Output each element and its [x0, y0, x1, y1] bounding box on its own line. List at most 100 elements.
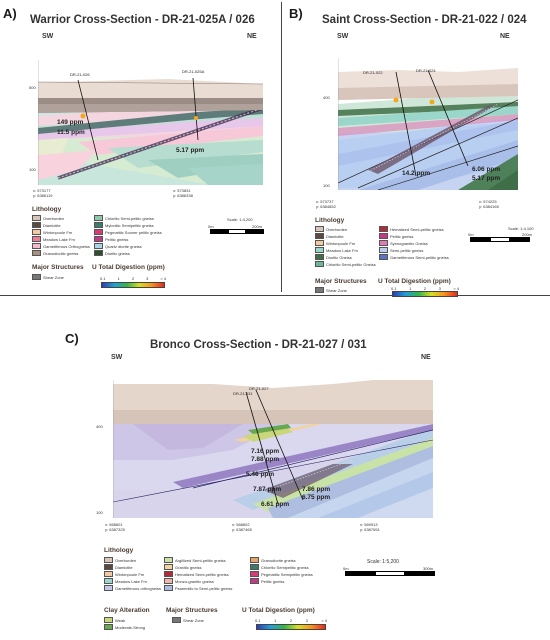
panel-b-coord-2x: x: 574225 — [479, 199, 497, 204]
panel-a-hole-2: DR-21-025A — [182, 69, 205, 74]
panel-a-depth-bottom: 100 — [29, 167, 36, 172]
legend-item: Diamictite — [315, 233, 379, 239]
panel-b-ne: NE — [500, 33, 510, 40]
panel-a-scale-start: 0m — [208, 224, 214, 229]
panel-b-label: B) — [289, 6, 303, 21]
legend-item: Monzo-granitic gneiss — [164, 578, 250, 584]
legend-swatch — [104, 557, 113, 563]
legend-item: Garnetiferous Semi-pelitic gneiss — [379, 254, 463, 260]
panel-a-value-1: 149 ppm — [57, 119, 84, 126]
legend-item: Overburden — [104, 557, 164, 563]
panel-a-value-2: 11.5 ppm — [57, 129, 85, 136]
legend-item: Meadow Lake Fm — [104, 578, 164, 584]
legend-item: Quartz diorite gneiss — [94, 243, 166, 249]
panel-c-structures-title: Major Structures — [166, 607, 218, 614]
panel-b-digestion-title: U Total Digestion (ppm) — [378, 278, 451, 285]
legend-swatch — [315, 226, 324, 232]
legend-swatch — [164, 564, 173, 570]
legend-swatch — [164, 578, 173, 584]
legend-item: Dioritic gneiss — [94, 250, 166, 256]
shear-swatch — [32, 274, 41, 280]
panel-c-hole-2: DR-21-027 — [249, 386, 269, 391]
panel-c-hole-1: DR-21-031 — [233, 391, 253, 396]
shear-swatch — [172, 617, 181, 623]
panel-c-value-4: 7.87 ppm — [253, 486, 282, 493]
panel-a-coord-1x: x: 573177 — [33, 188, 51, 193]
legend-item: Wintonpoule Fm — [315, 240, 379, 246]
panel-a-coord-2y: y: 6386338 — [173, 193, 193, 198]
legend-item: Garnetiferous Orthogneiss — [32, 243, 94, 249]
panel-b-shear-zone: Shear Zone — [315, 287, 347, 293]
panel-b-ramp-ticks: 0.1 1 2 3 > 4 — [391, 286, 459, 291]
panel-c-color-ramp — [256, 624, 326, 630]
panel-c-coord-2x: x: 568602 — [232, 522, 250, 527]
legend-item: Overburden — [315, 226, 379, 232]
panel-b-lithology-title: Lithology — [315, 217, 345, 224]
legend-item: Pelitic gneiss — [94, 236, 166, 242]
legend-swatch — [104, 564, 113, 570]
panel-c-ramp-ticks: 0.1 1 2 3 > 4 — [255, 618, 327, 623]
legend-item: Pelitic gneiss — [379, 233, 463, 239]
legend-item: Wintonpoule Fm — [104, 571, 164, 577]
panel-b-structures-title: Major Structures — [315, 278, 367, 285]
legend-swatch — [94, 215, 103, 221]
legend-item: Argillized Semi-pelitic gneiss — [164, 557, 250, 563]
panel-a-structures-title: Major Structures — [32, 264, 84, 271]
legend-swatch — [250, 578, 259, 584]
panel-c-ne: NE — [421, 354, 431, 361]
legend-item: Granitic gneiss — [164, 564, 250, 570]
panel-a-color-ramp — [101, 282, 165, 288]
legend-swatch — [32, 215, 41, 221]
panel-b-coord-1x: x: 573737 — [316, 199, 334, 204]
panel-a-hole-1: DR-21-026 — [70, 72, 90, 77]
legend-swatch — [379, 247, 388, 253]
legend-swatch — [379, 233, 388, 239]
shear-swatch — [315, 287, 324, 293]
legend-swatch — [250, 557, 259, 563]
legend-item: Overburden — [32, 215, 94, 221]
legend-item: Granodioritic gneiss — [32, 250, 94, 256]
panel-c-clay-title: Clay Alteration — [104, 607, 150, 614]
panel-a-depth-top: 500 — [29, 85, 36, 90]
legend-swatch — [315, 261, 324, 267]
legend-item: Hematized Semi-pelitic gneiss — [164, 571, 250, 577]
legend-swatch — [315, 240, 324, 246]
legend-swatch — [94, 222, 103, 228]
divider-horizontal — [0, 295, 550, 296]
legend-swatch — [315, 254, 324, 260]
panel-c-value-1: 7.16 ppm — [251, 448, 280, 455]
legend-item: Chloritic Semipelitic gneiss — [250, 564, 334, 570]
legend-item: Meadow Lake Fm — [32, 236, 94, 242]
panel-b-legend-items: Overburden Hematized Semi-pelitic gneiss… — [315, 226, 465, 267]
panel-b-scale-bar — [470, 237, 530, 242]
panel-c-legend-items: Overburden Argillized Semi-pelitic gneis… — [104, 557, 336, 591]
legend-item: Mylonitic Semipelitic gneiss — [94, 222, 166, 228]
panel-c-coord-1y: y: 6387325 — [105, 527, 125, 532]
legend-item: Pegmatitic Sooner pelitic gneiss — [94, 229, 166, 235]
panel-a-ramp-ticks: 0.1 1 2 3 > 4 — [100, 276, 166, 281]
panel-b-value-3: 5.17 ppm — [472, 175, 501, 182]
panel-a-scale-text: Scale: 1:4,200 — [227, 217, 253, 222]
legend-swatch — [379, 226, 388, 232]
panel-a-coord-2x: x: 573831 — [173, 188, 191, 193]
legend-swatch — [94, 243, 103, 249]
panel-c-section — [113, 380, 433, 518]
panel-a-shear-zone: Shear Zone — [32, 274, 64, 280]
panel-c-clay-weak: Weak — [104, 617, 125, 623]
panel-a-value-3: 5.17 ppm — [176, 147, 205, 154]
legend-swatch — [315, 233, 324, 239]
legend-swatch — [104, 617, 113, 623]
panel-a-ne: NE — [247, 33, 257, 40]
panel-c-coord-3x: x: 569913 — [360, 522, 378, 527]
panel-a-coord-1y: y: 6386119 — [33, 193, 53, 198]
panel-c-scale-start: 0m — [343, 566, 349, 571]
legend-item: Chloritic Semi-pelitic gneiss — [94, 215, 166, 221]
panel-b-section — [338, 58, 518, 190]
panel-c-shear-zone: Shear Zone — [172, 617, 204, 623]
panel-c-clay-strong: Moderate-Strong — [104, 624, 145, 630]
panel-a-digestion-title: U Total Digestion (ppm) — [92, 264, 165, 271]
panel-b-hole-1: DR-21-022 — [363, 70, 383, 75]
legend-swatch — [164, 557, 173, 563]
panel-b-coord-1y: y: 6384852 — [316, 204, 336, 209]
legend-item: Dioritic Gneiss — [315, 254, 379, 260]
